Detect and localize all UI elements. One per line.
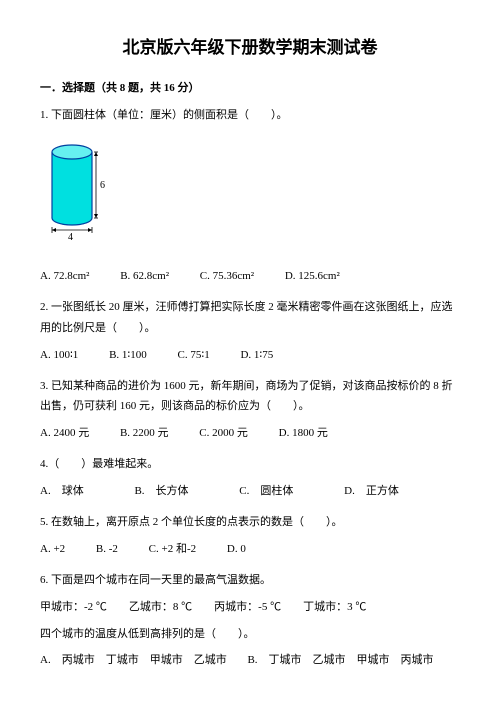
q4-opt-c: C. 圆柱体	[239, 481, 293, 502]
q4-opt-b: B. 长方体	[134, 481, 188, 502]
cylinder-icon: 6 4	[46, 134, 126, 244]
q5-opt-a: A. +2	[40, 539, 65, 560]
q4-opt-d: D. 正方体	[344, 481, 399, 502]
question-4: 4.（ ）最难堆起来。	[40, 454, 460, 475]
q5-options: A. +2 B. -2 C. +2 和-2 D. 0	[40, 539, 460, 560]
q3-opt-d: D. 1800 元	[279, 423, 328, 444]
question-2: 2. 一张图纸长 20 厘米，汪师傅打算把实际长度 2 毫米精密零件画在这张图纸…	[40, 297, 460, 339]
question-3: 3. 已知某种商品的进价为 1600 元，新年期间，商场为了促销，对该商品按标价…	[40, 376, 460, 418]
q4-opt-a: A. 球体	[40, 481, 84, 502]
q5-opt-d: D. 0	[227, 539, 246, 560]
q2-opt-c: C. 75∶1	[178, 345, 210, 366]
question-6-data: 甲城市：-2 ℃ 乙城市：8 ℃ 丙城市：-5 ℃ 丁城市：3 ℃	[40, 597, 460, 618]
q2-opt-a: A. 100∶1	[40, 345, 78, 366]
q2-opt-b: B. 1∶100	[109, 345, 147, 366]
q1-opt-a: A. 72.8cm²	[40, 266, 89, 287]
page-title: 北京版六年级下册数学期末测试卷	[40, 32, 460, 64]
q3-opt-c: C. 2000 元	[199, 423, 248, 444]
q6-options: A. 丙城市 丁城市 甲城市 乙城市 B. 丁城市 乙城市 甲城市 丙城市	[40, 650, 460, 671]
question-1: 1. 下面圆柱体（单位：厘米）的侧面积是（ ）。	[40, 105, 460, 126]
q6-opt-a: A. 丙城市 丁城市 甲城市 乙城市	[40, 650, 227, 671]
q3-options: A. 2400 元 B. 2200 元 C. 2000 元 D. 1800 元	[40, 423, 460, 444]
q4-options: A. 球体 B. 长方体 C. 圆柱体 D. 正方体	[40, 481, 460, 502]
q5-opt-b: B. -2	[96, 539, 118, 560]
section-heading: 一．选择题（共 8 题，共 16 分）	[40, 78, 460, 99]
diameter-label: 4	[68, 232, 73, 243]
q1-opt-d: D. 125.6cm²	[285, 266, 340, 287]
q1-opt-b: B. 62.8cm²	[120, 266, 169, 287]
q5-opt-c: C. +2 和-2	[149, 539, 196, 560]
height-label: 6	[100, 180, 105, 191]
question-6-ask: 四个城市的温度从低到高排列的是（ ）。	[40, 624, 460, 645]
q1-opt-c: C. 75.36cm²	[200, 266, 254, 287]
question-5: 5. 在数轴上，离开原点 2 个单位长度的点表示的数是（ ）。	[40, 512, 460, 533]
question-6: 6. 下面是四个城市在同一天里的最高气温数据。	[40, 570, 460, 591]
q3-opt-a: A. 2400 元	[40, 423, 89, 444]
page: 北京版六年级下册数学期末测试卷 一．选择题（共 8 题，共 16 分） 1. 下…	[0, 0, 500, 691]
q3-opt-b: B. 2200 元	[120, 423, 169, 444]
q2-options: A. 100∶1 B. 1∶100 C. 75∶1 D. 1∶75	[40, 345, 460, 366]
q2-opt-d: D. 1∶75	[240, 345, 273, 366]
q6-opt-b: B. 丁城市 乙城市 甲城市 丙城市	[247, 650, 433, 671]
q1-options: A. 72.8cm² B. 62.8cm² C. 75.36cm² D. 125…	[40, 266, 460, 287]
cylinder-figure: 6 4	[46, 134, 460, 252]
